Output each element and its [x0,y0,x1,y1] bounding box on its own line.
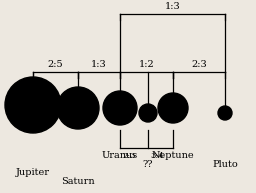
Text: 2:3: 2:3 [191,60,207,69]
Circle shape [218,106,232,120]
Text: Neptune: Neptune [152,151,194,160]
Circle shape [158,93,188,123]
Text: Pluto: Pluto [212,160,238,169]
Text: Saturn: Saturn [61,177,95,186]
Circle shape [103,91,137,125]
Text: Uranus: Uranus [102,151,138,160]
Text: 1:2: 1:2 [139,60,154,69]
Text: Jupiter: Jupiter [16,168,50,177]
Circle shape [139,104,157,122]
Text: 1:3: 1:3 [165,2,180,11]
Circle shape [57,87,99,129]
Text: 3:4: 3:4 [150,152,164,160]
Text: 2:5: 2:5 [48,60,63,69]
Text: 1:3: 1:3 [91,60,107,69]
Text: ??: ?? [143,160,153,169]
Text: 2:3: 2:3 [122,152,135,160]
Circle shape [5,77,61,133]
